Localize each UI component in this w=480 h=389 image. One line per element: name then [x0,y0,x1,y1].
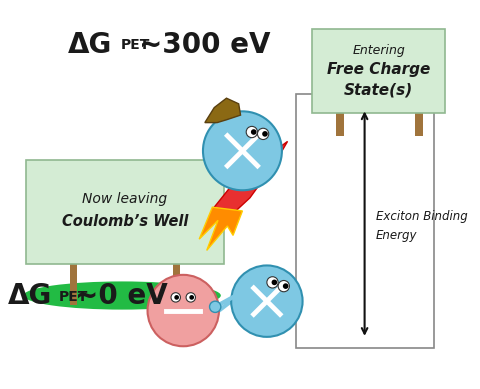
FancyBboxPatch shape [312,29,445,113]
Circle shape [186,293,195,302]
Text: Entering: Entering [352,44,405,57]
Circle shape [257,128,269,140]
Circle shape [278,280,289,292]
Bar [415,109,423,136]
Circle shape [174,295,179,300]
Polygon shape [205,98,240,123]
Text: ~0 eV: ~0 eV [75,282,168,310]
Text: State(s): State(s) [344,82,413,97]
Circle shape [267,277,278,288]
Text: Now leaving: Now leaving [83,192,168,206]
Circle shape [251,129,256,135]
Polygon shape [214,142,288,222]
Bar [70,260,77,305]
Circle shape [203,111,282,190]
Text: PET: PET [59,290,89,304]
Circle shape [171,293,180,302]
Text: Free Charge: Free Charge [327,61,431,77]
Text: PET: PET [120,38,150,52]
Text: ΔG: ΔG [68,30,112,58]
Circle shape [272,280,277,285]
Circle shape [147,275,219,346]
Text: Exciton Binding
Energy: Exciton Binding Energy [376,210,468,242]
Circle shape [189,295,194,300]
Ellipse shape [24,281,221,310]
Text: ~300 eV: ~300 eV [139,30,271,58]
Polygon shape [199,207,242,251]
Bar [296,95,434,348]
Text: Coulomb’s Well: Coulomb’s Well [62,214,188,229]
Bar [173,260,180,305]
Circle shape [231,265,302,337]
FancyBboxPatch shape [26,160,224,264]
Text: ΔG: ΔG [8,282,52,310]
Circle shape [283,283,288,289]
Circle shape [246,126,257,138]
Circle shape [210,301,221,312]
Circle shape [262,131,268,137]
Bar [336,109,344,136]
